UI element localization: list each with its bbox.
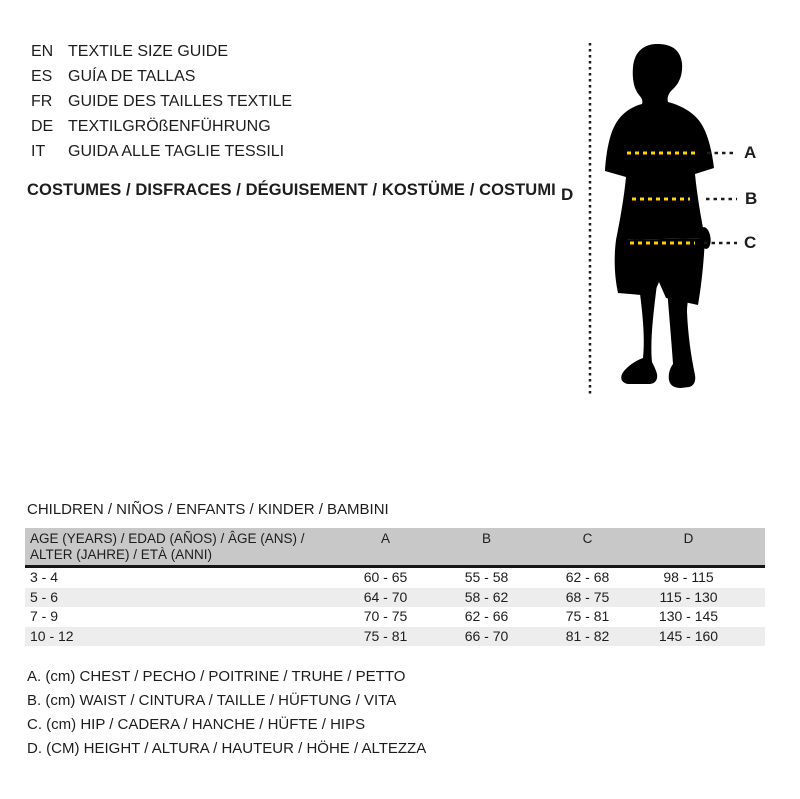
size-table: AGE (YEARS) / EDAD (AÑOS) / ÂGE (ANS) / … <box>25 528 765 646</box>
language-row-it: IT GUIDA ALLE TAGLIE TESSILI <box>31 139 292 164</box>
age-cell: 10 - 12 <box>30 627 74 644</box>
column-header-b: B <box>481 531 491 546</box>
age-cell: 3 - 4 <box>30 569 59 585</box>
column-header-d: D <box>683 531 694 546</box>
language-row-fr: FR GUIDE DES TAILLES TEXTILE <box>31 89 292 114</box>
language-code: IT <box>31 143 46 160</box>
age-header-cell: AGE (YEARS) / EDAD (AÑOS) / ÂGE (ANS) / … <box>25 531 335 565</box>
language-list: EN TEXTILE SIZE GUIDE ES GUÍA DE TALLAS … <box>31 39 292 164</box>
language-title: TEXTILGRÖßENFÜHRUNG <box>68 118 271 135</box>
height-cell: 115 - 130 <box>659 588 718 605</box>
table-row: 3 - 4 60 - 65 55 - 58 62 - 68 98 - 115 <box>25 568 765 588</box>
child-silhouette <box>605 44 714 388</box>
chest-cell: 60 - 65 <box>363 569 408 585</box>
hip-cell: 68 - 75 <box>565 588 610 605</box>
language-code: DE <box>31 118 54 135</box>
chest-cell: 75 - 81 <box>363 627 408 644</box>
legend-line-waist: B. (cm) WAIST / CINTURA / TAILLE / HÜFTU… <box>27 692 397 709</box>
chest-cell: 70 - 75 <box>363 608 408 624</box>
silhouette-shorts <box>614 238 705 305</box>
waist-cell: 55 - 58 <box>464 569 509 585</box>
hip-cell: 62 - 68 <box>565 569 610 585</box>
language-title: GUIDE DES TAILLES TEXTILE <box>68 93 293 110</box>
column-header-a: A <box>380 531 390 546</box>
silhouette-shirt <box>605 100 714 241</box>
hip-cell: 81 - 82 <box>565 627 610 644</box>
language-row-es: ES GUÍA DE TALLAS <box>31 64 292 89</box>
hip-cell: 75 - 81 <box>565 608 610 624</box>
size-table-header: AGE (YEARS) / EDAD (AÑOS) / ÂGE (ANS) / … <box>25 528 765 568</box>
language-title: GUIDA ALLE TAGLIE TESSILI <box>68 143 285 160</box>
silhouette-left-leg <box>621 284 658 384</box>
legend-line-chest: A. (cm) CHEST / PECHO / POITRINE / TRUHE… <box>27 668 406 685</box>
language-code: EN <box>31 43 54 60</box>
table-row: 5 - 6 64 - 70 58 - 62 68 - 75 115 - 130 <box>25 587 765 607</box>
age-header-line2: ALTER (JAHRE) / ETÀ (ANNI) <box>30 547 213 562</box>
measure-label-height: D <box>561 185 574 204</box>
chest-cell: 64 - 70 <box>363 588 408 605</box>
height-cell: 130 - 145 <box>658 608 719 624</box>
language-row-de: DE TEXTILGRÖßENFÜHRUNG <box>31 114 292 139</box>
waist-cell: 66 - 70 <box>464 627 509 644</box>
legend-line-height: D. (CM) HEIGHT / ALTURA / HAUTEUR / HÖHE… <box>27 740 427 757</box>
language-row-en: EN TEXTILE SIZE GUIDE <box>31 39 292 64</box>
measurement-legend: A. (cm) CHEST / PECHO / POITRINE / TRUHE… <box>27 665 426 761</box>
language-title: GUÍA DE TALLAS <box>68 68 196 85</box>
category-title: COSTUMES / DISFRACES / DÉGUISEMENT / KOS… <box>27 181 556 199</box>
table-section-title: CHILDREN / NIÑOS / ENFANTS / KINDER / BA… <box>27 501 389 518</box>
silhouette-head <box>632 44 683 104</box>
measure-label-chest: A <box>744 143 757 162</box>
language-code: ES <box>31 68 53 85</box>
silhouette-right-leg <box>667 288 696 388</box>
language-code: FR <box>31 93 53 110</box>
age-cell: 5 - 6 <box>30 588 59 605</box>
legend-line-hip: C. (cm) HIP / CADERA / HANCHE / HÜFTE / … <box>27 716 366 733</box>
height-cell: 145 - 160 <box>658 627 719 644</box>
height-cell: 98 - 115 <box>663 569 714 585</box>
child-silhouette-diagram <box>588 43 737 397</box>
measurement-figure: D A B C <box>545 30 775 405</box>
measure-label-hip: C <box>744 233 757 252</box>
column-header-c: C <box>582 531 593 546</box>
waist-cell: 62 - 66 <box>464 608 509 624</box>
language-title: TEXTILE SIZE GUIDE <box>68 43 229 60</box>
age-header-line1: AGE (YEARS) / EDAD (AÑOS) / ÂGE (ANS) / <box>30 531 305 546</box>
table-row: 10 - 12 75 - 81 66 - 70 81 - 82 145 - 16… <box>25 626 765 646</box>
table-row: 7 - 9 70 - 75 62 - 66 75 - 81 130 - 145 <box>25 607 765 627</box>
measure-label-waist: B <box>745 189 758 208</box>
age-cell: 7 - 9 <box>30 608 59 624</box>
waist-cell: 58 - 62 <box>464 588 509 605</box>
